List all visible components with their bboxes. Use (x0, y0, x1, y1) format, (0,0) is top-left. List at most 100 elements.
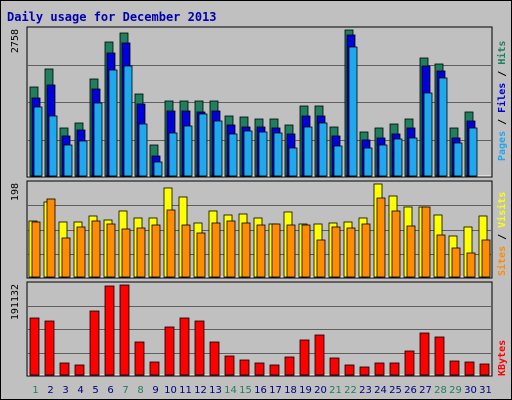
bar-kbytes-day-19 (299, 339, 310, 376)
bar-sites-day-7 (121, 228, 131, 278)
bar-pages-day-27 (423, 92, 433, 177)
bar-kbytes-day-10 (164, 326, 175, 376)
bar-pages-day-9 (153, 161, 163, 177)
bar-pages-day-10 (168, 132, 178, 177)
bar-pages-day-23 (363, 147, 373, 177)
chart-title: Daily usage for December 2013 (7, 10, 217, 24)
bar-sites-day-16 (256, 224, 266, 278)
x-tick-24: 24 (374, 385, 387, 396)
bar-pages-day-28 (438, 77, 448, 177)
legend-kbytes: KBytes (497, 340, 508, 376)
bar-sites-day-29 (451, 247, 461, 278)
bar-sites-day-31 (481, 239, 491, 278)
x-tick-15: 15 (239, 385, 252, 396)
x-tick-6: 6 (107, 385, 113, 396)
x-tick-31: 31 (479, 385, 492, 396)
bar-kbytes-day-18 (284, 356, 295, 376)
bar-kbytes-day-13 (209, 341, 220, 376)
bar-sites-day-2 (46, 198, 56, 278)
x-tick-22: 22 (344, 385, 357, 396)
bar-sites-day-14 (226, 220, 236, 278)
bar-pages-day-17 (273, 132, 283, 177)
bar-pages-day-8 (138, 123, 148, 177)
bar-sites-day-27 (421, 206, 431, 278)
bar-sites-day-23 (361, 223, 371, 278)
bar-kbytes-day-14 (224, 355, 235, 376)
ymax-label-kbytes: 191132 (10, 284, 21, 320)
bar-kbytes-day-17 (269, 364, 280, 376)
x-tick-25: 25 (389, 385, 402, 396)
bar-pages-day-4 (78, 140, 88, 177)
bar-kbytes-day-6 (104, 285, 115, 376)
x-tick-17: 17 (269, 385, 282, 396)
x-tick-28: 28 (434, 385, 447, 396)
bar-sites-day-18 (286, 224, 296, 278)
bar-sites-day-13 (211, 222, 221, 278)
bar-kbytes-day-8 (134, 341, 145, 376)
x-tick-21: 21 (329, 385, 342, 396)
x-tick-19: 19 (299, 385, 312, 396)
bar-sites-day-3 (61, 237, 71, 278)
bar-sites-day-10 (166, 209, 176, 278)
bar-kbytes-day-9 (149, 361, 160, 376)
legend-files: Files (496, 83, 508, 113)
x-tick-27: 27 (419, 385, 432, 396)
bar-kbytes-day-25 (389, 362, 400, 376)
x-tick-18: 18 (284, 385, 297, 396)
bar-kbytes-day-28 (434, 336, 445, 376)
bar-pages-day-12 (198, 113, 208, 177)
legend-separator: / (497, 113, 508, 131)
bar-kbytes-day-5 (89, 310, 100, 376)
bar-pages-day-15 (243, 130, 253, 177)
x-tick-1: 1 (32, 385, 38, 396)
bar-pages-day-14 (228, 133, 238, 177)
bar-kbytes-day-23 (359, 366, 370, 376)
bar-pages-day-13 (213, 120, 223, 177)
bar-sites-day-19 (301, 224, 311, 278)
ymax-label-visits-sites: 198 (10, 183, 21, 201)
bar-sites-day-8 (136, 227, 146, 278)
legend-pages: Pages (497, 131, 508, 161)
bar-sites-day-28 (436, 234, 446, 278)
bar-sites-day-1 (31, 221, 41, 278)
bar-pages-day-7 (123, 65, 133, 177)
bar-kbytes-day-20 (314, 334, 325, 376)
bar-pages-day-21 (333, 145, 343, 177)
bar-pages-day-18 (288, 147, 298, 177)
bar-kbytes-day-21 (329, 357, 340, 376)
x-tick-12: 12 (194, 385, 207, 396)
x-tick-16: 16 (254, 385, 267, 396)
x-tick-23: 23 (359, 385, 372, 396)
legend-separator: / (497, 65, 508, 83)
bar-pages-day-25 (393, 138, 403, 177)
bar-sites-day-26 (406, 225, 416, 278)
bar-kbytes-day-1 (29, 317, 40, 376)
bar-kbytes-day-11 (179, 317, 190, 376)
ymax-label-hits-files-pages: 2758 (10, 29, 21, 53)
bar-pages-day-16 (258, 131, 268, 177)
x-tick-9: 9 (152, 385, 158, 396)
x-tick-2: 2 (47, 385, 53, 396)
bar-pages-day-24 (378, 144, 388, 177)
bar-pages-day-20 (318, 122, 328, 177)
bar-kbytes-day-15 (239, 359, 250, 376)
bar-sites-day-21 (331, 226, 341, 278)
bar-sites-day-22 (346, 227, 356, 278)
bar-kbytes-day-2 (44, 320, 55, 376)
x-tick-5: 5 (92, 385, 98, 396)
bar-pages-day-1 (33, 106, 43, 177)
bar-pages-day-26 (408, 137, 418, 177)
legend-hits-files-pages: Pages / Files / Hits (496, 41, 508, 161)
bar-kbytes-day-30 (464, 361, 475, 376)
bar-sites-day-4 (76, 226, 86, 278)
legend-visits-sites: Sites / Visits (496, 192, 508, 276)
bar-kbytes-day-29 (449, 360, 460, 376)
bar-kbytes-day-31 (479, 363, 490, 376)
bar-sites-day-12 (196, 232, 206, 278)
x-tick-3: 3 (62, 385, 68, 396)
bar-pages-day-19 (303, 126, 313, 177)
bar-sites-day-5 (91, 220, 101, 278)
bar-kbytes-day-3 (59, 362, 70, 376)
bar-kbytes-day-27 (419, 332, 430, 376)
